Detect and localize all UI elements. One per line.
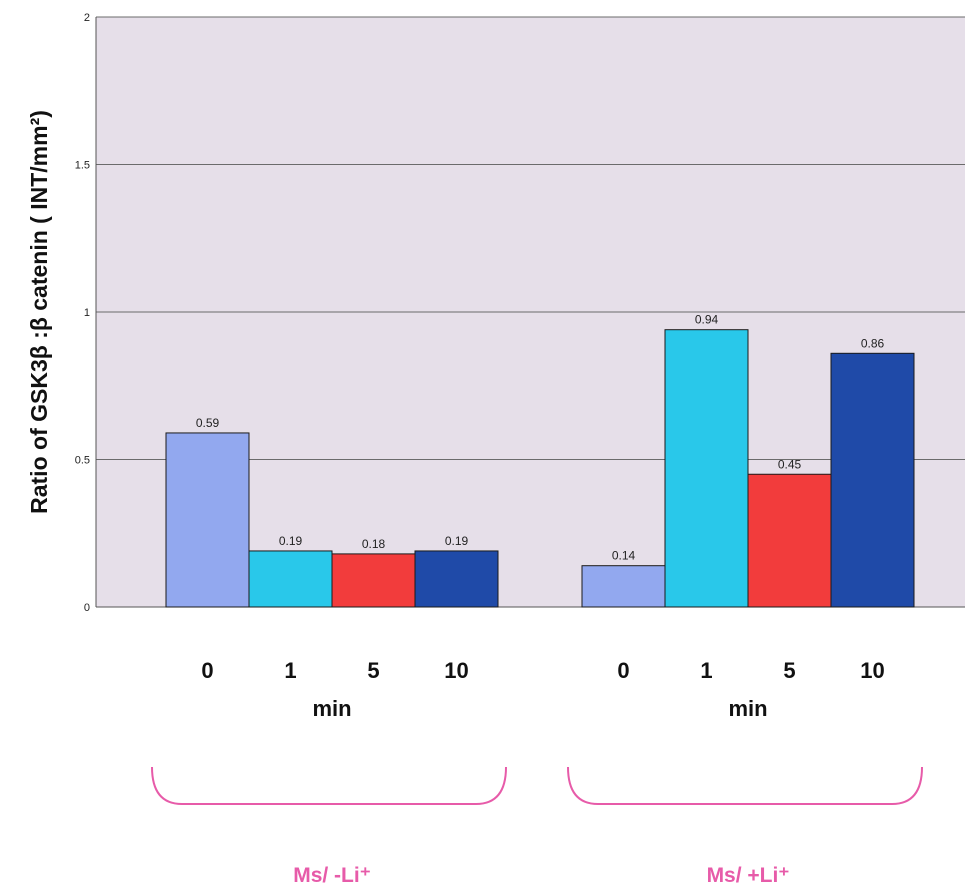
bar bbox=[747, 473, 832, 608]
x-category-label: 10 bbox=[444, 658, 468, 683]
y-tick-labels: 0 0.5 1 1.5 2 bbox=[75, 12, 90, 614]
group-brackets: Ms/ -Li⁺ Ms/ +Li⁺ bbox=[151, 766, 923, 887]
bar bbox=[248, 550, 333, 608]
x-category-label: 0 bbox=[617, 658, 629, 683]
group-label: Ms/ +Li⁺ bbox=[707, 864, 790, 887]
bar bbox=[165, 432, 250, 608]
bar bbox=[414, 550, 499, 608]
group-bracket bbox=[567, 766, 923, 805]
x-unit-label: min bbox=[728, 696, 767, 721]
y-tick-label: 0.5 bbox=[75, 455, 90, 467]
x-category-label: 5 bbox=[367, 658, 379, 683]
x-category-label: 0 bbox=[201, 658, 213, 683]
y-tick-label: 1.5 bbox=[75, 160, 90, 172]
x-category-label: 1 bbox=[284, 658, 296, 683]
data-label: 0.19 bbox=[445, 534, 469, 548]
bars bbox=[165, 329, 915, 608]
data-label: 0.19 bbox=[279, 534, 303, 548]
data-label: 0.59 bbox=[196, 416, 220, 430]
x-unit-label: min bbox=[312, 696, 351, 721]
x-category-label: 10 bbox=[860, 658, 884, 683]
x-category-label: 5 bbox=[783, 658, 795, 683]
data-label: 0.14 bbox=[612, 549, 636, 563]
group-label: Ms/ -Li⁺ bbox=[293, 864, 371, 887]
y-tick-label: 0 bbox=[84, 602, 90, 614]
x-category-labels: 0 1 5 10 min 0 1 5 10 min bbox=[201, 658, 884, 721]
y-axis-title: Ratio of GSK3β :β catenin ( INT/mm²) bbox=[26, 110, 52, 514]
data-label: 0.86 bbox=[861, 336, 885, 350]
bar bbox=[830, 352, 915, 608]
y-tick-label: 1 bbox=[84, 307, 90, 319]
x-category-label: 1 bbox=[700, 658, 712, 683]
group-bracket bbox=[151, 766, 507, 805]
data-label: 0.94 bbox=[695, 313, 719, 327]
bar bbox=[664, 329, 749, 608]
data-label: 0.18 bbox=[362, 537, 386, 551]
y-tick-label: 2 bbox=[84, 12, 90, 24]
bar bbox=[331, 553, 416, 608]
data-label: 0.45 bbox=[778, 457, 802, 471]
bar bbox=[581, 565, 666, 608]
data-labels: 0.59 0.19 0.18 0.19 0.14 0.94 0.45 0.86 bbox=[196, 313, 885, 563]
